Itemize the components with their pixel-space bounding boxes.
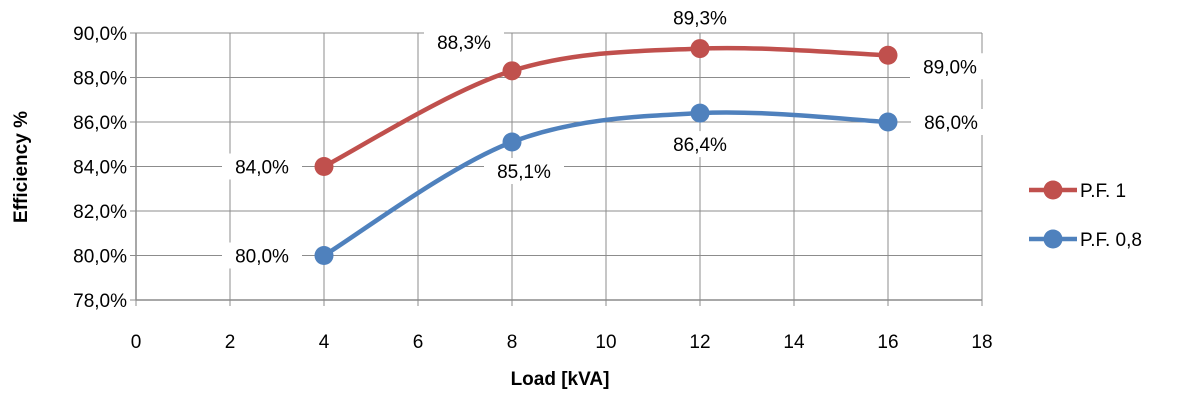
data-label-background — [484, 158, 564, 185]
legend-label: P.F. 0,8 — [1080, 230, 1142, 251]
y-axis-title: Efficiency % — [11, 111, 32, 223]
legend-marker — [1043, 180, 1063, 200]
chart-axes — [130, 32, 983, 306]
x-tick-label: 8 — [507, 332, 518, 353]
data-label: 86,4% — [673, 135, 727, 156]
y-tick-label: 84,0% — [73, 158, 127, 179]
x-tick-label: 10 — [595, 332, 616, 353]
data-label: 85,1% — [497, 162, 551, 183]
x-tick-label: 6 — [413, 332, 424, 353]
x-tick-label: 4 — [319, 332, 330, 353]
data-label-background — [911, 109, 991, 135]
x-tick-label: 14 — [783, 332, 805, 353]
x-axis-title: Load [kVA] — [511, 369, 610, 390]
data-point — [502, 61, 522, 81]
x-tick-label: 16 — [877, 332, 898, 353]
data-label: 84,0% — [235, 158, 289, 179]
data-label: 89,0% — [923, 57, 977, 78]
y-tick-label: 90,0% — [73, 24, 127, 45]
data-point — [690, 39, 710, 59]
data-label: 80,0% — [235, 247, 289, 268]
data-label-background — [910, 53, 990, 80]
chart-legend: P.F. 1 P.F. 0,8 — [1029, 180, 1142, 251]
y-tick-label: 86,0% — [73, 113, 127, 134]
chart-series — [314, 39, 898, 265]
data-point — [878, 45, 898, 65]
data-point — [314, 246, 334, 265]
legend-marker — [1043, 229, 1063, 249]
x-tick-label: 12 — [689, 332, 710, 353]
x-tick-label: 0 — [131, 332, 142, 353]
data-label: 88,3% — [437, 33, 491, 54]
data-point — [690, 103, 710, 123]
y-tick-label: 78,0% — [73, 291, 127, 312]
data-label: 89,3% — [673, 9, 727, 30]
y-axis-tick-labels: 78,0% 80,0% 82,0% 84,0% 86,0% 88,0% 90,0% — [73, 24, 127, 312]
x-tick-label: 2 — [225, 332, 236, 353]
data-label-background — [222, 242, 302, 269]
data-label-background — [222, 153, 302, 180]
data-label: 86,0% — [924, 113, 978, 134]
series-line — [322, 110, 889, 258]
y-tick-label: 82,0% — [73, 202, 127, 223]
data-label-background — [660, 131, 740, 158]
x-tick-label: 18 — [971, 332, 992, 353]
x-axis-tick-labels: 0 2 4 6 8 10 12 14 16 18 — [131, 332, 993, 353]
legend-label: P.F. 1 — [1080, 181, 1126, 202]
y-tick-label: 88,0% — [73, 69, 127, 90]
y-tick-label: 80,0% — [73, 247, 127, 268]
data-point — [502, 132, 522, 152]
data-point — [878, 112, 898, 132]
series-line — [322, 45, 889, 169]
data-label-background — [424, 28, 504, 55]
data-label-background — [660, 4, 740, 31]
data-labels: 84,0% 88,3% 89,3% 89,0% 80,0% 85,1% 86,4% 86,0% — [222, 4, 991, 269]
data-point — [314, 157, 334, 176]
